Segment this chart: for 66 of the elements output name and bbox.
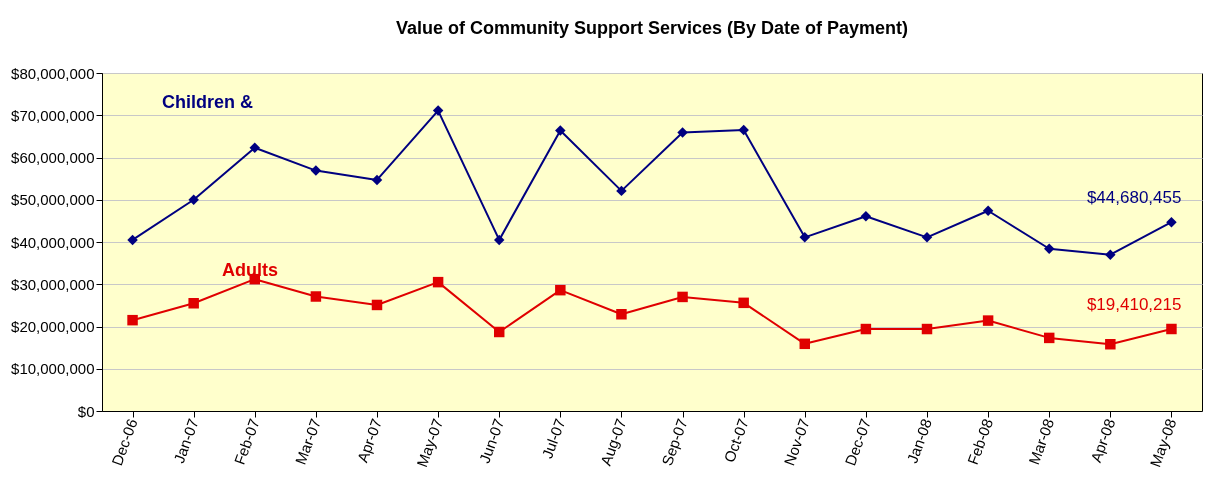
point <box>1105 339 1116 350</box>
x-tick-label: Apr-08 <box>1086 416 1119 465</box>
point <box>982 205 994 216</box>
point <box>555 284 566 296</box>
x-tick-label: Nov-07 <box>780 416 813 468</box>
point <box>432 105 444 116</box>
point <box>493 234 505 246</box>
x-tick-label: Dec-06 <box>108 416 141 468</box>
x-tick-label: Jul-07 <box>538 416 569 461</box>
x-tick-label: Aug-07 <box>596 416 630 468</box>
point <box>677 291 688 303</box>
chart-title: Value of Community Support Services (By Date of Payment) <box>395 18 909 38</box>
y-tick-label: $30,000,000 <box>11 275 95 293</box>
point <box>1043 243 1055 254</box>
x-tick-label: Jun-07 <box>475 416 508 466</box>
point <box>188 194 199 205</box>
point <box>188 298 199 309</box>
point <box>799 338 811 350</box>
point <box>371 174 383 186</box>
point <box>860 210 872 222</box>
point <box>860 323 872 335</box>
y-tick-label: $10,000,000 <box>11 360 95 378</box>
series-label: Children & <box>162 92 254 112</box>
point <box>738 297 749 309</box>
series-label: Adults <box>222 260 278 280</box>
point <box>1043 332 1055 344</box>
point <box>310 165 322 176</box>
x-tick-label: Apr-07 <box>353 416 386 465</box>
point <box>310 291 322 302</box>
x-tick-label: Oct-07 <box>720 416 752 465</box>
point <box>432 276 444 288</box>
x-tick-label: Mar-07 <box>291 416 324 467</box>
x-tick-label: Feb-08 <box>963 416 997 467</box>
x-tick-label: Mar-08 <box>1025 416 1058 467</box>
point <box>371 299 383 311</box>
data-label: $19,410,215 <box>1086 294 1182 314</box>
y-tick-label: $40,000,000 <box>11 233 95 251</box>
y-tick-label: $80,000,000 <box>11 64 95 82</box>
x-tick-label: Jan-08 <box>903 416 936 466</box>
point <box>1105 249 1116 260</box>
y-tick-label: $0 <box>77 402 95 420</box>
point <box>555 125 566 136</box>
point <box>127 314 138 326</box>
x-tick-label: Jan-07 <box>170 416 202 466</box>
point <box>982 315 994 326</box>
x-tick-label: Dec-07 <box>841 416 874 468</box>
point <box>1166 323 1177 335</box>
y-tick-label: $20,000,000 <box>11 318 95 335</box>
data-label: $44,680,455 <box>1086 188 1182 208</box>
point <box>738 124 749 136</box>
point <box>921 323 933 335</box>
x-tick-label: Feb-07 <box>230 416 263 467</box>
x-tick-label: May-07 <box>413 416 447 470</box>
y-tick-label: $60,000,000 <box>11 149 95 166</box>
y-tick-label: $50,000,000 <box>11 191 95 209</box>
point <box>1166 216 1177 228</box>
point <box>616 185 627 197</box>
x-tick-label: Sep-07 <box>658 416 691 468</box>
point <box>127 234 138 246</box>
point <box>493 326 505 338</box>
point <box>677 127 688 138</box>
point <box>921 232 933 243</box>
y-tick-label: $70,000,000 <box>11 106 95 124</box>
point <box>616 309 627 320</box>
point <box>249 142 261 154</box>
point <box>799 232 811 243</box>
